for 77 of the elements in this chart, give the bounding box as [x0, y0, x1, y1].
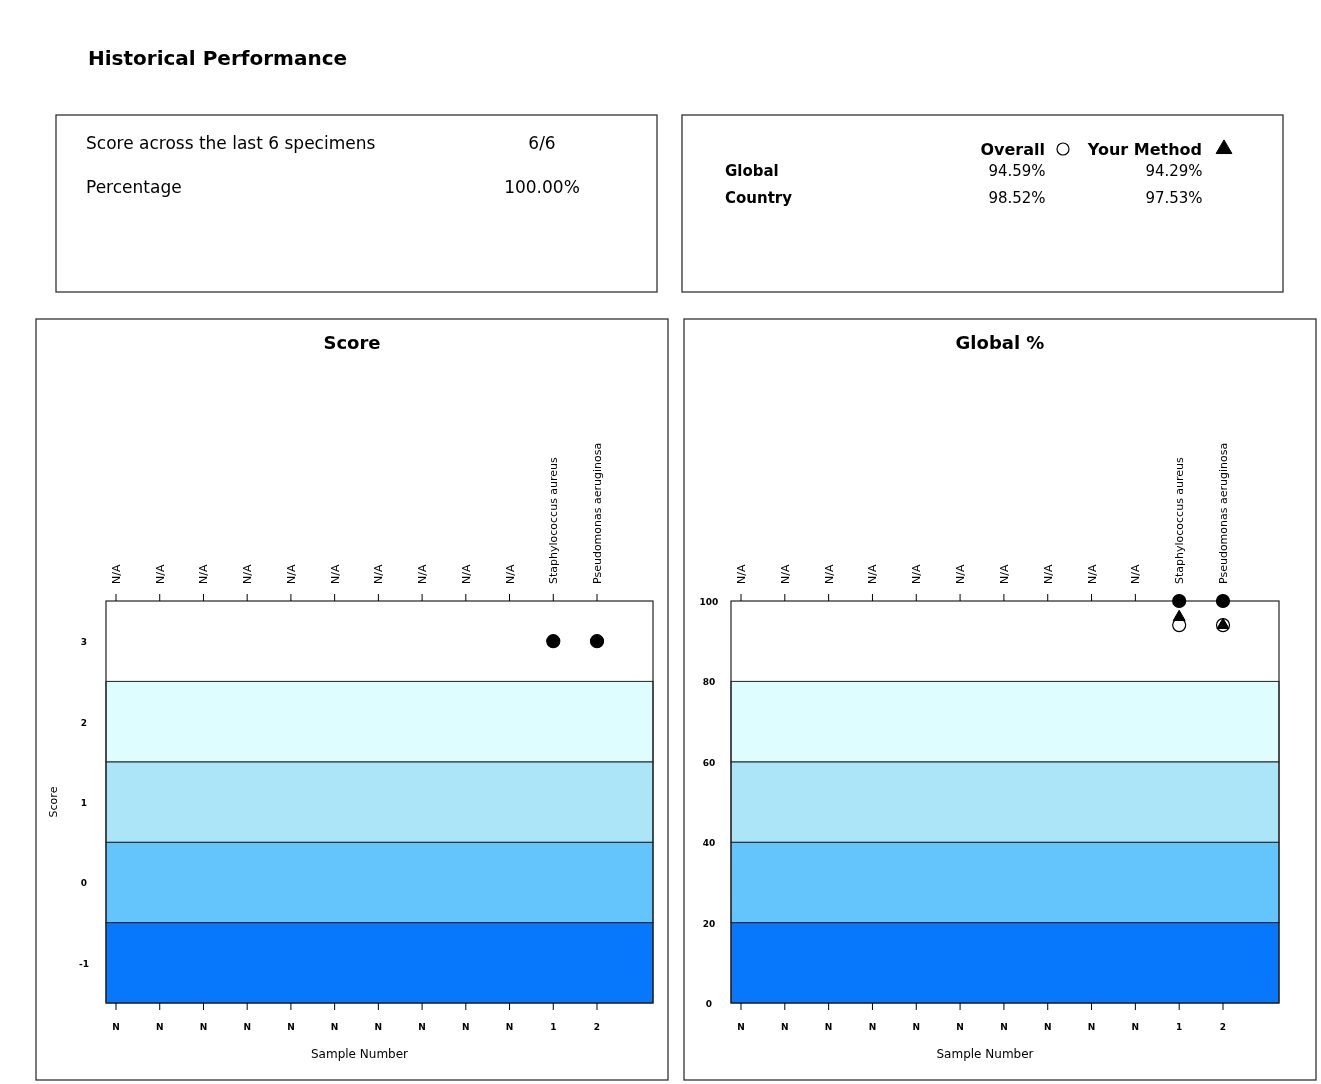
x-tick-label: N: [781, 1022, 789, 1032]
text: N/A: [954, 564, 968, 584]
x-tick-label: N: [505, 1022, 514, 1032]
text: Staphylococcus aureus: [547, 456, 561, 584]
x-tick-label: N: [374, 1022, 383, 1032]
text: Global: [725, 162, 779, 180]
x-tick-label: N: [462, 1022, 470, 1032]
y-tick-label: 20: [702, 918, 716, 929]
text: N/A: [503, 564, 517, 584]
x-tick-label: N: [824, 1022, 833, 1032]
text: N/A: [822, 564, 836, 584]
x-tick-label: N: [912, 1022, 921, 1032]
text: Staphylococcus aureus: [1173, 456, 1187, 584]
x-axis-title: Sample Number: [310, 1047, 409, 1061]
text: Pseudomonas aeruginosa: [591, 442, 604, 584]
text: N/A: [459, 564, 473, 584]
x-tick-label: N: [330, 1022, 339, 1032]
y-tick-label: 60: [702, 757, 716, 768]
text: Country: [725, 189, 793, 207]
text: 94.29%: [1145, 162, 1203, 180]
text: 98.52%: [988, 189, 1046, 207]
x-tick-label: N: [1043, 1022, 1052, 1032]
x-tick-label: N: [418, 1022, 426, 1032]
text: Pseudomonas aeruginosa: [1217, 442, 1230, 584]
text: 100.00%: [504, 177, 580, 197]
text: N/A: [110, 564, 123, 584]
chart-title: Score: [323, 332, 381, 353]
text: N/A: [866, 564, 880, 584]
x-tick-label: 2: [1219, 1022, 1227, 1032]
x-tick-label: N: [1000, 1022, 1008, 1032]
text: N/A: [372, 564, 386, 584]
x-tick-label: 2: [593, 1022, 601, 1032]
text: N/A: [778, 564, 792, 584]
x-tick-label: N: [1087, 1022, 1096, 1032]
text: 6/6: [528, 133, 556, 153]
y-tick-label: 0: [80, 878, 88, 889]
x-tick-label: 1: [1176, 1022, 1183, 1032]
x-tick-label: N: [243, 1022, 251, 1032]
x-tick-label: N: [1131, 1022, 1140, 1032]
y-tick-label: 100: [699, 597, 719, 607]
text: N/A: [1129, 564, 1143, 584]
y-tick-label: 0: [705, 999, 713, 1009]
text: N/A: [997, 564, 1011, 584]
text: N/A: [284, 564, 298, 584]
text: 97.53%: [1145, 189, 1203, 207]
x-tick-label: 1: [550, 1022, 557, 1032]
text: Score across the last 6 specimens: [86, 133, 376, 153]
text: Percentage: [86, 177, 182, 197]
y-tick-label: 40: [702, 838, 716, 849]
x-tick-label: N: [287, 1022, 295, 1032]
y-tick-label: 3: [80, 637, 88, 648]
x-tick-label: N: [112, 1022, 120, 1032]
text: N/A: [1085, 564, 1099, 584]
text: Overall: [980, 140, 1045, 159]
text: N/A: [197, 564, 211, 584]
text: N/A: [153, 564, 167, 584]
text: N/A: [241, 564, 255, 584]
text: N/A: [910, 564, 924, 584]
text: Your Method: [1086, 140, 1202, 159]
text: N/A: [1041, 564, 1055, 584]
text: Historical Performance: [88, 46, 348, 70]
y-tick-label: 2: [80, 717, 88, 728]
text: N/A: [416, 564, 430, 584]
text: N/A: [328, 564, 342, 584]
chart-title: Global %: [955, 332, 1045, 353]
x-tick-label: N: [868, 1022, 877, 1032]
text: 94.59%: [988, 162, 1046, 180]
y-tick-label: -1: [79, 958, 89, 969]
y-axis-title: Score: [47, 786, 60, 818]
y-tick-label: 1: [80, 798, 88, 808]
x-tick-label: N: [956, 1022, 964, 1032]
x-axis-title: Sample Number: [936, 1047, 1034, 1061]
text: N/A: [735, 564, 748, 584]
x-tick-label: N: [199, 1022, 208, 1032]
x-tick-label: N: [737, 1022, 745, 1032]
x-tick-label: N: [155, 1022, 164, 1032]
y-tick-label: 80: [702, 677, 716, 688]
